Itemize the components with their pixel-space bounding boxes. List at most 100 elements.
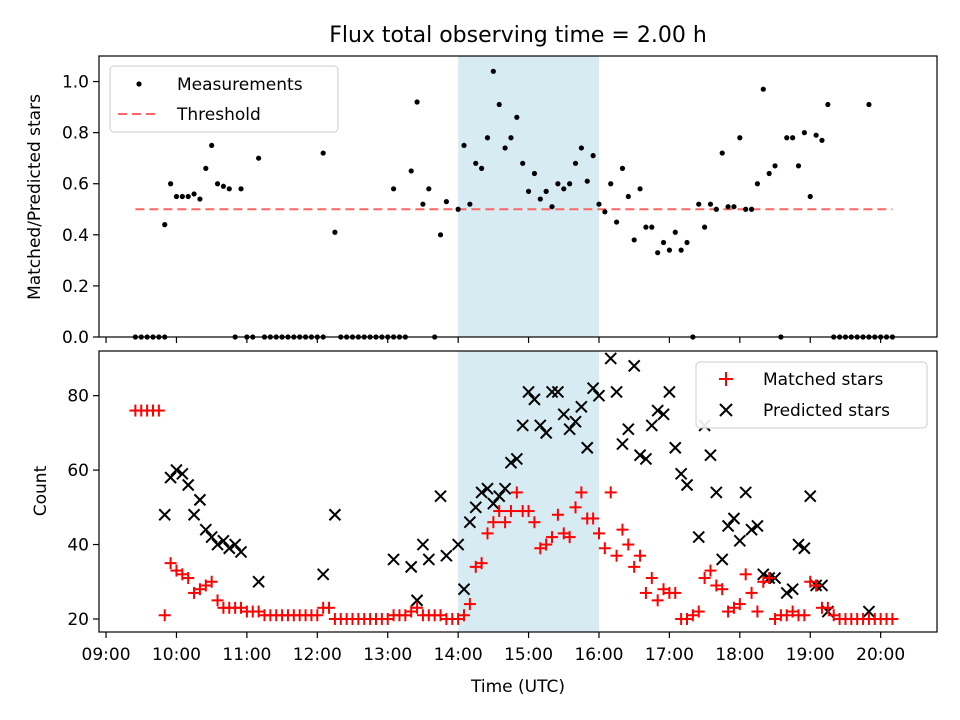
- predicted-star-point: [592, 389, 606, 402]
- matched-star-point: [205, 575, 218, 588]
- matched-star-point: [610, 549, 623, 562]
- matched-star-point: [546, 531, 559, 544]
- matched-star-point: [616, 523, 629, 536]
- matched-star-point: [598, 542, 611, 555]
- measurement-point: [561, 186, 567, 192]
- chart-title: Flux total observing time = 2.00 h: [329, 23, 707, 48]
- predicted-star-point: [504, 456, 518, 469]
- predicted-star-point: [610, 385, 623, 399]
- matched-star-point: [510, 486, 523, 499]
- x-tick-label: 11:00: [222, 645, 271, 665]
- predicted-star-point: [645, 419, 659, 432]
- predicted-star-point: [780, 586, 793, 600]
- predicted-star-point: [316, 568, 330, 581]
- measurement-point: [502, 145, 508, 151]
- matched-star-point: [411, 601, 424, 614]
- measurement-point: [584, 178, 590, 184]
- predicted-star-point: [528, 393, 541, 406]
- matched-star-point: [634, 549, 647, 562]
- measurement-point: [790, 135, 796, 141]
- predicted-star-point: [187, 508, 201, 521]
- predicted-star-point: [193, 493, 207, 507]
- x-tick-label: 18:00: [715, 645, 764, 665]
- predicted-star-point: [498, 482, 512, 495]
- predicted-star-point: [733, 534, 747, 548]
- predicted-star-point: [569, 415, 582, 428]
- top-legend-box: [109, 65, 339, 133]
- matched-star-point: [739, 568, 752, 581]
- measurement-point: [467, 201, 473, 207]
- measurement-point: [572, 160, 579, 166]
- predicted-star-point: [493, 489, 506, 503]
- measurement-point: [525, 188, 532, 194]
- predicted-star-point: [721, 519, 735, 533]
- measurement-point: [608, 181, 614, 187]
- matched-star-point: [493, 505, 506, 518]
- matched-star-point: [463, 598, 476, 611]
- matched-star-point: [886, 612, 899, 625]
- measurement-point: [672, 229, 678, 235]
- measurement-point: [179, 193, 185, 200]
- measurement-point: [866, 101, 872, 108]
- legend-predicted-label: Predicted stars: [763, 401, 890, 421]
- predicted-star-point: [170, 463, 183, 477]
- predicted-star-point: [674, 467, 688, 481]
- predicted-star-point: [663, 385, 676, 399]
- measurement-point: [209, 142, 215, 149]
- matched-star-point: [528, 516, 541, 529]
- measurement-point: [484, 135, 491, 141]
- measurement-point: [549, 204, 555, 210]
- matched-star-point: [763, 572, 776, 585]
- measurement-point: [555, 181, 561, 187]
- measurement-point: [408, 168, 414, 174]
- measurement-point: [596, 201, 602, 207]
- matched-star-point: [716, 583, 729, 596]
- predicted-star-point: [622, 422, 635, 436]
- measurement-point: [602, 209, 608, 215]
- matched-star-point: [645, 572, 658, 585]
- measurement-point: [766, 170, 772, 177]
- predicted-star-point: [539, 426, 553, 440]
- matched-star-point: [651, 594, 664, 607]
- measurement-point: [619, 165, 626, 171]
- matched-star-point: [622, 538, 635, 551]
- measurement-point: [684, 239, 690, 246]
- measurement-point: [748, 206, 755, 212]
- measurement-point: [713, 206, 719, 212]
- measurement-point: [819, 137, 825, 143]
- predicted-star-point: [422, 553, 436, 566]
- predicted-star-point: [205, 530, 218, 544]
- measurement-point: [731, 204, 737, 210]
- legend-matched-marker: [719, 372, 733, 386]
- predicted-star-point: [475, 486, 488, 499]
- matched-star-point: [604, 486, 617, 499]
- measurement-point: [173, 193, 180, 200]
- matched-star-point: [551, 508, 564, 521]
- measurement-point: [660, 239, 667, 246]
- matched-star-point: [704, 564, 717, 577]
- y-tick-label: 0.0: [62, 328, 89, 348]
- measurement-point: [214, 181, 221, 187]
- predicted-star-point: [651, 404, 664, 417]
- measurement-point: [220, 183, 227, 189]
- predicted-stars-series: [158, 352, 876, 618]
- measurement-point: [578, 145, 584, 151]
- matched-star-point: [821, 601, 834, 614]
- matched-star-point: [164, 557, 177, 570]
- measurement-point: [625, 193, 631, 200]
- y-tick-label: 0.8: [62, 124, 89, 144]
- x-tick-label: 14:00: [434, 645, 483, 665]
- y-tick-label: 0.6: [62, 175, 89, 195]
- measurement-point: [443, 199, 450, 205]
- measurement-point: [197, 196, 203, 202]
- predicted-star-point: [792, 538, 805, 551]
- matched-star-point: [698, 572, 711, 585]
- predicted-star-point: [469, 501, 482, 514]
- y-tick-label: 60: [67, 461, 89, 481]
- matched-stars-series: [129, 404, 899, 625]
- measurement-point: [666, 247, 673, 253]
- predicted-star-point: [716, 553, 729, 566]
- measurement-point: [537, 196, 543, 202]
- measurement-point: [191, 191, 197, 197]
- measurement-point: [414, 99, 420, 105]
